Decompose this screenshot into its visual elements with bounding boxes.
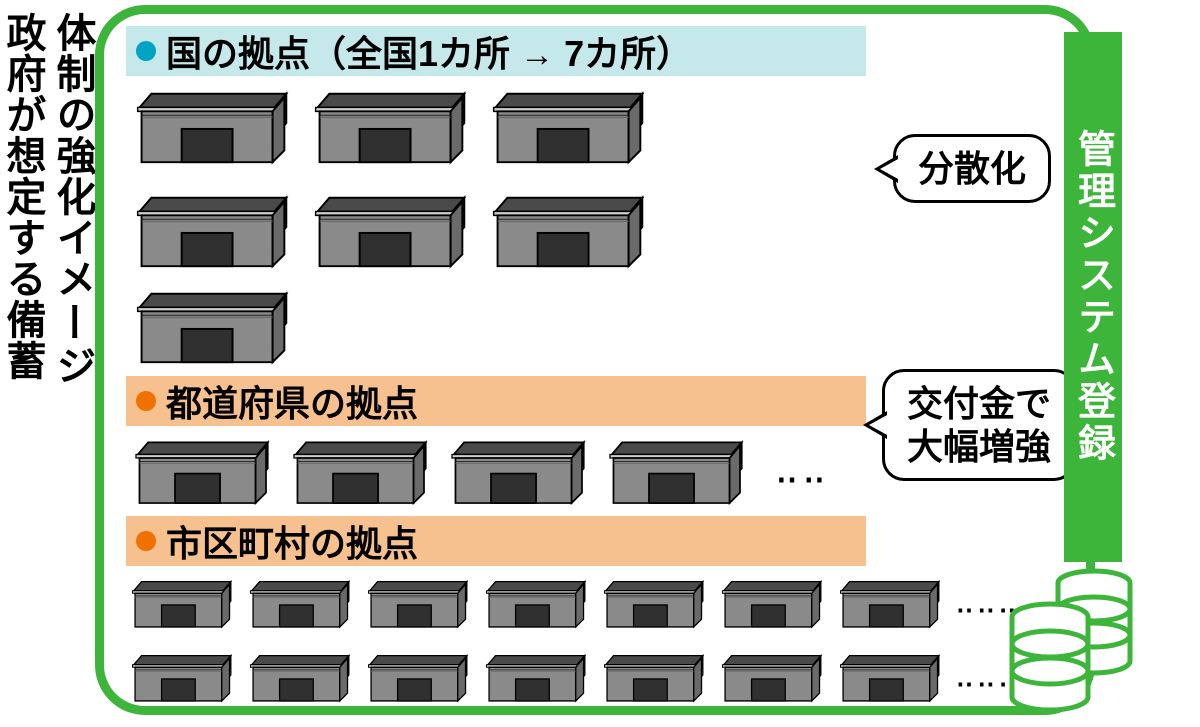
warehouse-icon bbox=[284, 432, 434, 510]
warehouse-icon bbox=[126, 432, 276, 510]
ellipsis: ‥‥ bbox=[776, 452, 831, 490]
warehouses-municipal-row2: ‥‥‥ bbox=[126, 640, 1071, 714]
warehouse-icon bbox=[126, 186, 296, 274]
section-label-national: 国の拠点（全国1カ所 → 7カ所） bbox=[166, 25, 692, 77]
warehouses-municipal-row1: ‥‥‥ bbox=[126, 566, 1071, 640]
side-label-management-system: 管理システム登録 bbox=[1064, 32, 1122, 562]
warehouse-icon bbox=[126, 572, 236, 634]
warehouse-icon bbox=[362, 646, 472, 708]
warehouse-icon bbox=[244, 646, 354, 708]
warehouse-icon bbox=[442, 432, 592, 510]
warehouse-icon bbox=[304, 186, 474, 274]
warehouse-icon bbox=[362, 572, 472, 634]
arrow-icon: → bbox=[520, 36, 554, 74]
warehouse-icon bbox=[716, 646, 826, 708]
warehouse-icon bbox=[480, 646, 590, 708]
warehouses-prefectural bbox=[126, 426, 776, 516]
database-icon bbox=[1006, 563, 1136, 718]
warehouse-icon bbox=[598, 572, 708, 634]
warehouse-icon bbox=[244, 572, 354, 634]
bullet-icon bbox=[136, 391, 156, 411]
title-line-1: 政府が想定する備蓄 bbox=[0, 12, 46, 381]
main-title: 政府が想定する備蓄 体制の強化イメージ bbox=[0, 0, 95, 727]
section-label-prefectural: 都道府県の拠点 bbox=[166, 375, 418, 427]
warehouse-icon bbox=[834, 646, 944, 708]
warehouse-icon bbox=[126, 282, 296, 370]
warehouse-icon bbox=[126, 82, 296, 170]
warehouse-icon bbox=[834, 572, 944, 634]
warehouse-icon bbox=[480, 572, 590, 634]
section-label-municipal: 市区町村の拠点 bbox=[166, 515, 418, 567]
section-header-prefectural: 都道府県の拠点 bbox=[126, 376, 866, 426]
bubble-national: 分散化 bbox=[893, 134, 1051, 203]
section-header-municipal: 市区町村の拠点 bbox=[126, 516, 866, 566]
section-header-national: 国の拠点（全国1カ所 → 7カ所） bbox=[126, 26, 866, 76]
warehouse-icon bbox=[600, 432, 750, 510]
warehouse-icon bbox=[304, 82, 474, 170]
warehouse-icon bbox=[126, 646, 236, 708]
warehouse-icon bbox=[716, 572, 826, 634]
bullet-icon bbox=[136, 41, 156, 61]
diagram-box: 国の拠点（全国1カ所 → 7カ所） 分散化 都道府県の拠点 ‥‥ 交付金で 大幅… bbox=[95, 5, 1095, 715]
warehouse-icon bbox=[482, 82, 652, 170]
warehouses-national bbox=[126, 76, 806, 376]
bullet-icon bbox=[136, 531, 156, 551]
bubble-prefectural: 交付金で 大幅増強 bbox=[882, 369, 1076, 481]
warehouse-icon bbox=[482, 186, 652, 274]
title-line-2: 体制の強化イメージ bbox=[50, 12, 96, 386]
warehouse-icon bbox=[598, 646, 708, 708]
